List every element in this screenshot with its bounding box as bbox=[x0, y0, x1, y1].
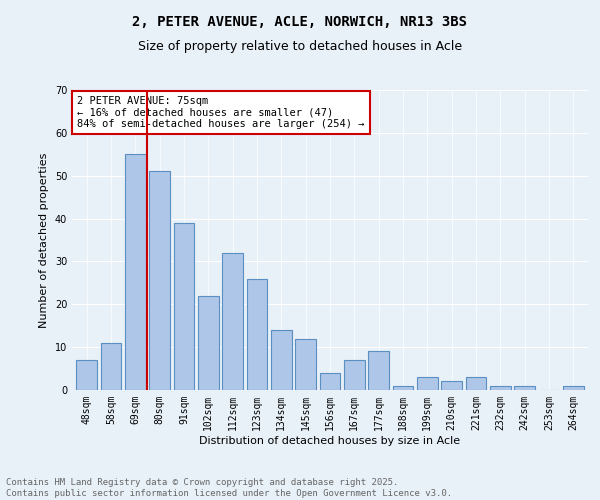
Bar bbox=[466, 377, 487, 390]
Bar bbox=[368, 352, 389, 390]
Bar bbox=[344, 360, 365, 390]
Bar bbox=[320, 373, 340, 390]
Bar bbox=[490, 386, 511, 390]
Bar bbox=[101, 343, 121, 390]
Text: 2, PETER AVENUE, ACLE, NORWICH, NR13 3BS: 2, PETER AVENUE, ACLE, NORWICH, NR13 3BS bbox=[133, 15, 467, 29]
Bar bbox=[76, 360, 97, 390]
Text: Contains HM Land Registry data © Crown copyright and database right 2025.
Contai: Contains HM Land Registry data © Crown c… bbox=[6, 478, 452, 498]
Bar bbox=[514, 386, 535, 390]
Bar bbox=[563, 386, 584, 390]
Bar bbox=[417, 377, 438, 390]
Bar bbox=[222, 253, 243, 390]
Bar bbox=[173, 223, 194, 390]
Bar bbox=[442, 382, 462, 390]
Bar bbox=[149, 172, 170, 390]
Bar bbox=[271, 330, 292, 390]
Bar bbox=[392, 386, 413, 390]
Text: 2 PETER AVENUE: 75sqm
← 16% of detached houses are smaller (47)
84% of semi-deta: 2 PETER AVENUE: 75sqm ← 16% of detached … bbox=[77, 96, 365, 129]
X-axis label: Distribution of detached houses by size in Acle: Distribution of detached houses by size … bbox=[199, 436, 461, 446]
Text: Size of property relative to detached houses in Acle: Size of property relative to detached ho… bbox=[138, 40, 462, 53]
Bar bbox=[198, 296, 218, 390]
Bar bbox=[247, 278, 268, 390]
Bar bbox=[125, 154, 146, 390]
Bar bbox=[295, 338, 316, 390]
Y-axis label: Number of detached properties: Number of detached properties bbox=[39, 152, 49, 328]
